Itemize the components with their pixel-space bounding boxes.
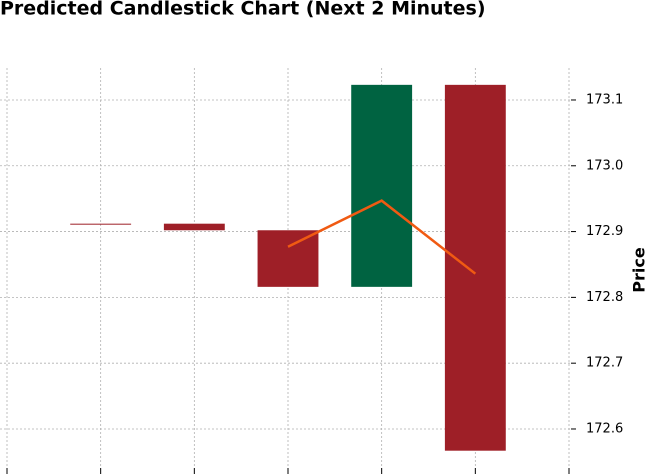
candle-body [444, 84, 506, 451]
y-tick-label: 172.9 [586, 224, 623, 239]
y-tick-label: 173.1 [586, 92, 623, 107]
y-tick-label: 172.8 [586, 290, 623, 305]
candle-body [163, 223, 225, 231]
y-tick-label: 172.7 [586, 356, 623, 371]
candle-body [351, 84, 413, 287]
y-tick-label: 173.0 [586, 158, 623, 173]
candle-body [257, 230, 319, 287]
y-axis-label: Price [630, 247, 648, 293]
chart-title: Predicted Candlestick Chart (Next 2 Minu… [0, 0, 486, 20]
trend-line [287, 199, 477, 275]
y-tick-label: 172.6 [586, 421, 623, 436]
candle-body [70, 223, 132, 225]
